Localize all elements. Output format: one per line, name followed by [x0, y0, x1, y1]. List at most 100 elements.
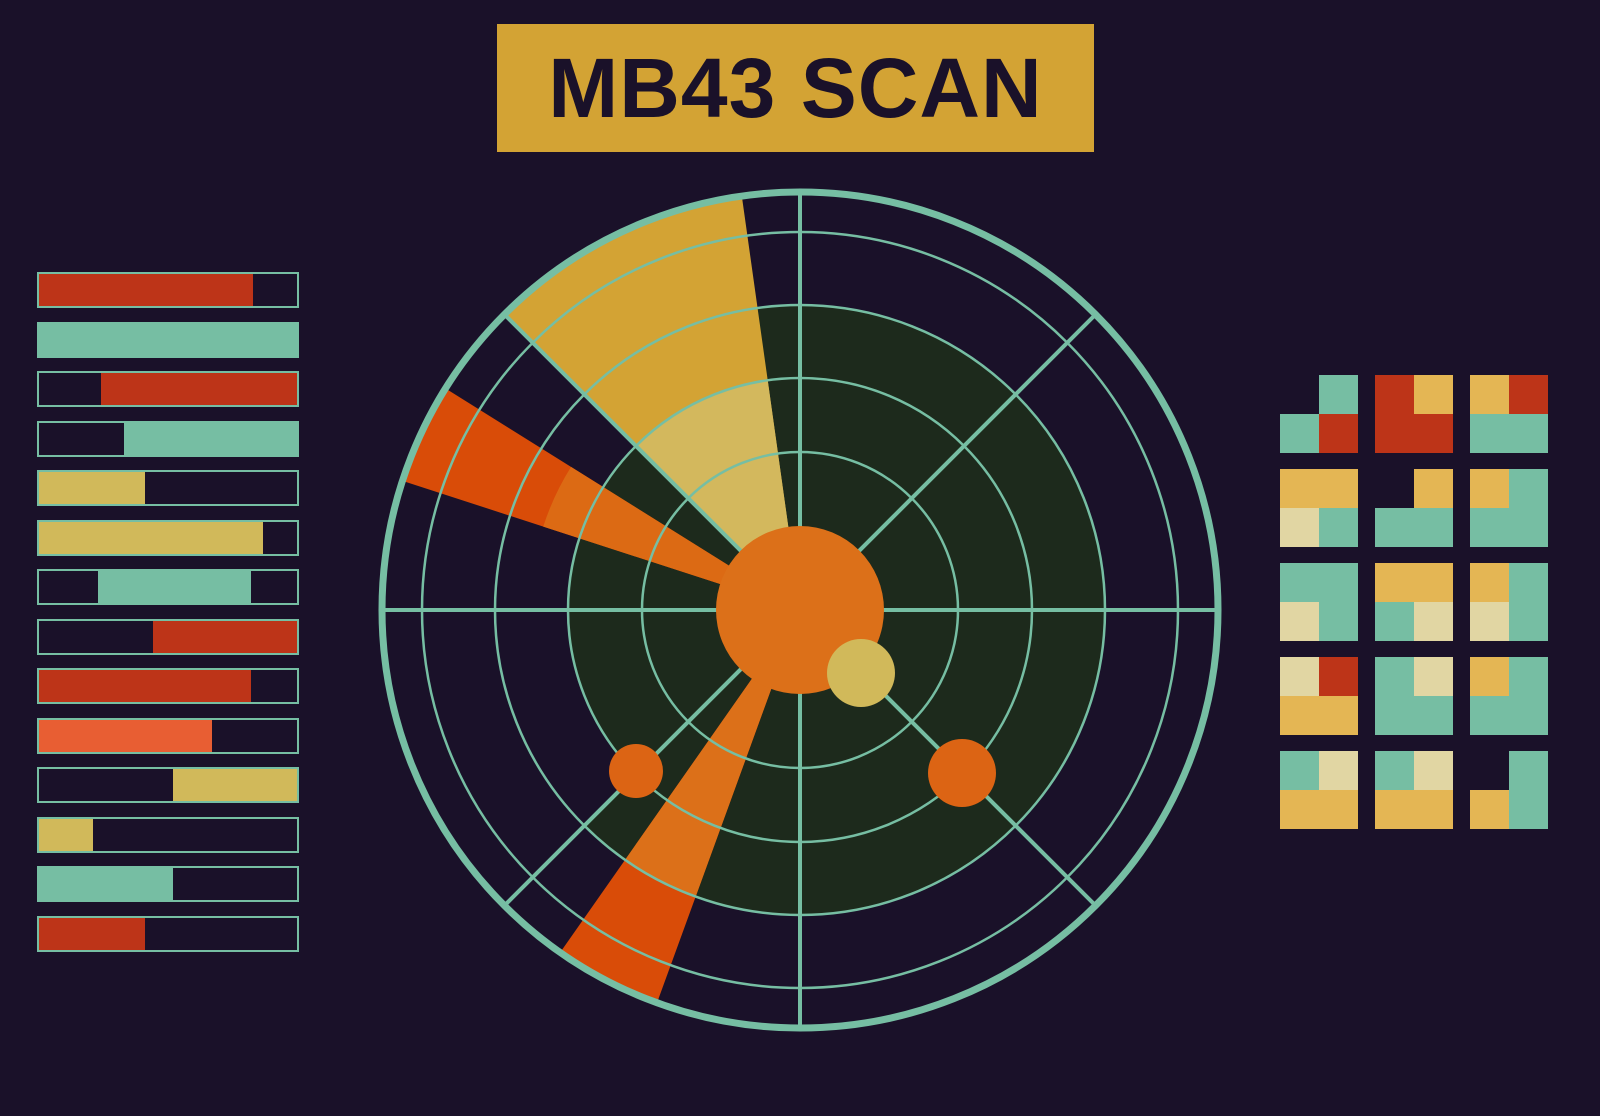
status-bar — [37, 371, 299, 407]
status-bar-fill — [39, 670, 251, 702]
tile-cell — [1509, 469, 1548, 508]
status-bar-fill — [39, 818, 94, 851]
status-bar-fill — [39, 521, 264, 554]
tile-cell — [1509, 751, 1548, 790]
radar-blip — [827, 639, 895, 707]
tile-cell — [1375, 657, 1414, 696]
tile-cell — [1319, 790, 1358, 829]
tile-cell — [1509, 657, 1548, 696]
status-bar — [37, 420, 299, 457]
grid-tile — [1470, 751, 1548, 829]
tile-cell — [1280, 563, 1319, 602]
tile-cell — [1470, 469, 1509, 508]
tile-cell — [1509, 563, 1548, 602]
tile-cell — [1414, 563, 1453, 602]
grid-tile — [1375, 657, 1453, 735]
tile-cell — [1375, 469, 1414, 508]
tile-cell — [1319, 602, 1358, 641]
grid-tile — [1280, 751, 1358, 829]
radar-blip — [928, 739, 996, 807]
status-bar-fill — [39, 719, 212, 752]
tile-cell — [1509, 696, 1548, 735]
status-bar — [37, 866, 299, 902]
tile-cell — [1375, 696, 1414, 735]
grid-tile — [1470, 657, 1548, 735]
radar-sector-pale — [635, 380, 792, 568]
tile-cell — [1414, 751, 1453, 790]
tile-cell — [1319, 696, 1358, 735]
tile-cell — [1375, 508, 1414, 547]
status-bar-fill — [173, 769, 297, 801]
grid-tile — [1375, 563, 1453, 641]
grid-tile — [1280, 375, 1358, 453]
tile-cell — [1414, 508, 1453, 547]
status-bar — [37, 569, 299, 605]
grid-tile — [1375, 751, 1453, 829]
tile-cell — [1470, 414, 1509, 453]
tile-cell — [1470, 696, 1509, 735]
tile-cell — [1375, 375, 1414, 414]
page-title: MB43 SCAN — [548, 40, 1043, 135]
grid-tile — [1280, 469, 1358, 547]
tile-cell — [1414, 696, 1453, 735]
tile-cell — [1280, 508, 1319, 547]
tile-cell — [1414, 469, 1453, 508]
status-bar-fill — [39, 917, 145, 950]
tile-cell — [1319, 563, 1358, 602]
status-bar-fill — [152, 620, 297, 653]
tile-cell — [1414, 790, 1453, 829]
grid-tile — [1280, 563, 1358, 641]
status-bar-fill — [39, 472, 145, 504]
tile-cell — [1470, 375, 1509, 414]
status-bar-fill — [39, 868, 174, 900]
tile-cell — [1280, 751, 1319, 790]
tile-cell — [1280, 602, 1319, 641]
status-bar-fill — [39, 323, 297, 356]
status-bar — [37, 767, 299, 803]
status-bar — [37, 321, 299, 358]
grid-tile — [1375, 375, 1453, 453]
tile-cell — [1280, 790, 1319, 829]
tile-cell — [1414, 602, 1453, 641]
tile-cell — [1319, 508, 1358, 547]
grid-tile — [1375, 469, 1453, 547]
status-bar-fill — [39, 274, 254, 306]
tile-cell — [1414, 375, 1453, 414]
tile-cell — [1375, 790, 1414, 829]
tile-cell — [1280, 696, 1319, 735]
grid-tile — [1470, 469, 1548, 547]
tile-cell — [1509, 414, 1548, 453]
tile-cell — [1280, 657, 1319, 696]
tile-cell — [1280, 469, 1319, 508]
status-bar — [37, 668, 299, 704]
tile-cell — [1280, 375, 1319, 414]
tile-cell — [1414, 414, 1453, 453]
status-bar — [37, 618, 299, 655]
grid-tile — [1470, 375, 1548, 453]
tile-cell — [1375, 414, 1414, 453]
tile-cell — [1375, 602, 1414, 641]
status-bar — [37, 519, 299, 556]
status-bar — [37, 272, 299, 308]
tile-cell — [1375, 751, 1414, 790]
tile-cell — [1470, 657, 1509, 696]
status-bar-fill — [124, 422, 297, 455]
radar-sector-orange-inner — [625, 650, 783, 897]
status-bar-fill — [98, 571, 251, 603]
tile-cell — [1470, 508, 1509, 547]
grid-tile — [1280, 657, 1358, 735]
grid-tile — [1470, 563, 1548, 641]
tile-cell — [1375, 563, 1414, 602]
tile-cell — [1470, 563, 1509, 602]
tile-cell — [1319, 414, 1358, 453]
radar-blip — [609, 744, 663, 798]
title-banner: MB43 SCAN — [497, 24, 1094, 152]
status-bar — [37, 915, 299, 952]
tile-cell — [1319, 469, 1358, 508]
tile-cell — [1414, 657, 1453, 696]
tile-cell — [1319, 375, 1358, 414]
tile-cell — [1319, 751, 1358, 790]
tile-cell — [1470, 602, 1509, 641]
tile-cell — [1509, 602, 1548, 641]
